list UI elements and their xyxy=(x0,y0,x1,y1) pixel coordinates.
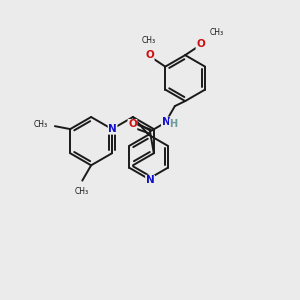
Text: O: O xyxy=(196,39,205,49)
Text: CH₃: CH₃ xyxy=(33,120,47,129)
Text: N: N xyxy=(108,124,117,134)
Text: CH₃: CH₃ xyxy=(210,28,224,38)
Text: N: N xyxy=(146,175,154,185)
Text: O: O xyxy=(145,50,154,60)
Text: CH₃: CH₃ xyxy=(75,187,89,196)
Text: O: O xyxy=(128,119,137,130)
Text: CH₃: CH₃ xyxy=(141,36,156,45)
Text: H: H xyxy=(169,119,178,129)
Text: N: N xyxy=(161,117,170,127)
